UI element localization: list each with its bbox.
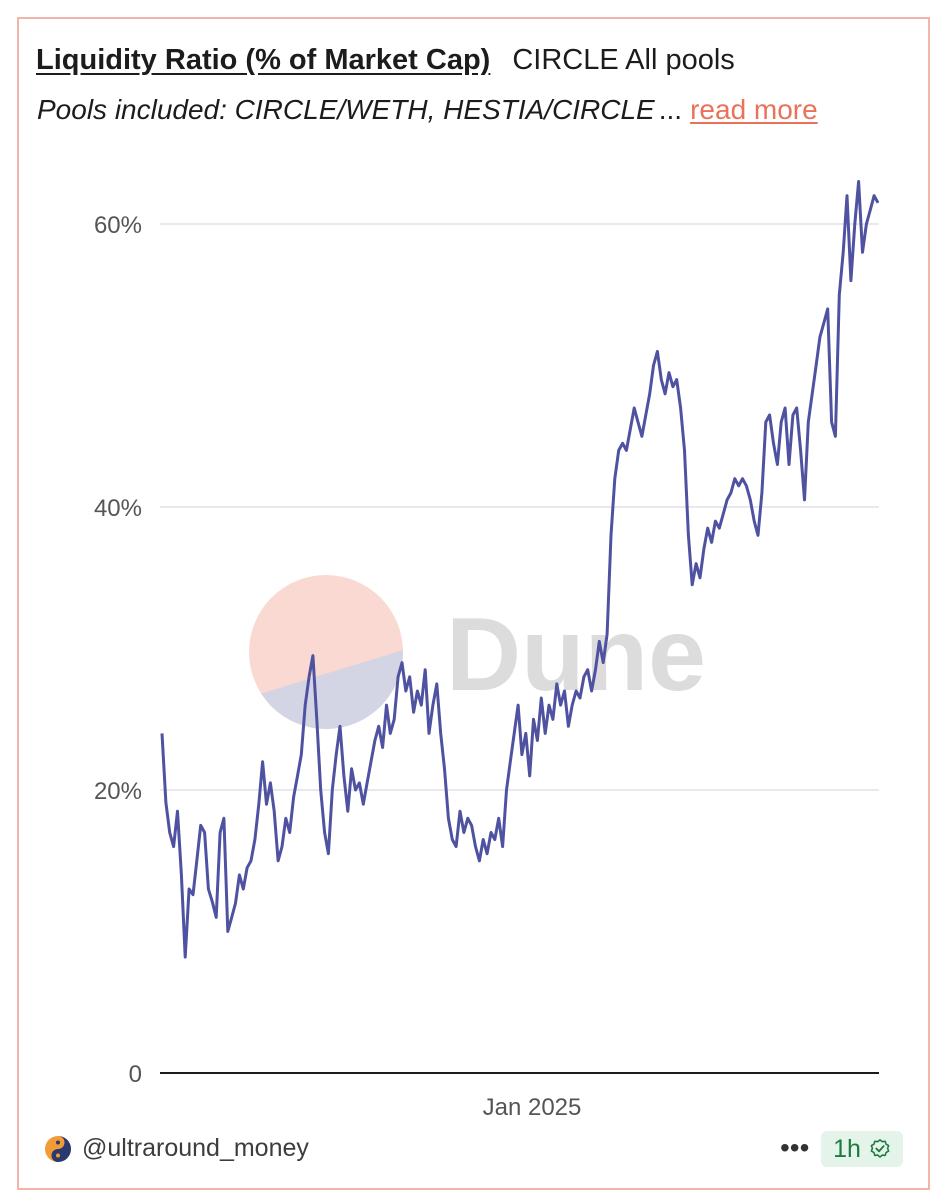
check-badge-icon bbox=[870, 1139, 890, 1158]
refresh-interval: 1h bbox=[833, 1134, 861, 1163]
visualization-title: CIRCLE All pools bbox=[512, 44, 735, 76]
chart-card bbox=[17, 17, 930, 1190]
x-tick-label: Jan 2025 bbox=[483, 1094, 582, 1121]
y-tick-label: 60% bbox=[94, 212, 142, 239]
series-line bbox=[160, 180, 880, 959]
more-options-button[interactable]: ••• bbox=[780, 1132, 810, 1163]
y-tick-label: 40% bbox=[94, 495, 142, 522]
read-more-link[interactable]: read more bbox=[690, 94, 818, 125]
y-tick-label: 0 bbox=[129, 1061, 142, 1088]
query-title-link[interactable]: Liquidity Ratio (% of Market Cap) bbox=[36, 44, 491, 76]
ellipsis: ... bbox=[658, 94, 683, 125]
author[interactable]: @ultraround_money bbox=[44, 1134, 309, 1163]
dune-watermark: Dune bbox=[249, 575, 706, 729]
avatar bbox=[45, 1135, 71, 1162]
chart-description: Pools included: CIRCLE/WETH, HESTIA/CIRC… bbox=[37, 94, 818, 126]
chart-header: Liquidity Ratio (% of Market Cap) CIRCLE … bbox=[36, 44, 735, 77]
y-tick-label: 20% bbox=[94, 778, 142, 805]
refresh-badge[interactable]: 1h bbox=[821, 1131, 903, 1167]
y-axis: 0 20% 40% 60% bbox=[94, 212, 142, 1088]
pools-included-text: Pools included: CIRCLE/WETH, HESTIA/CIRC… bbox=[37, 94, 655, 125]
x-axis: Jan 2025 bbox=[483, 1094, 582, 1121]
username: @ultraround_money bbox=[82, 1134, 309, 1162]
